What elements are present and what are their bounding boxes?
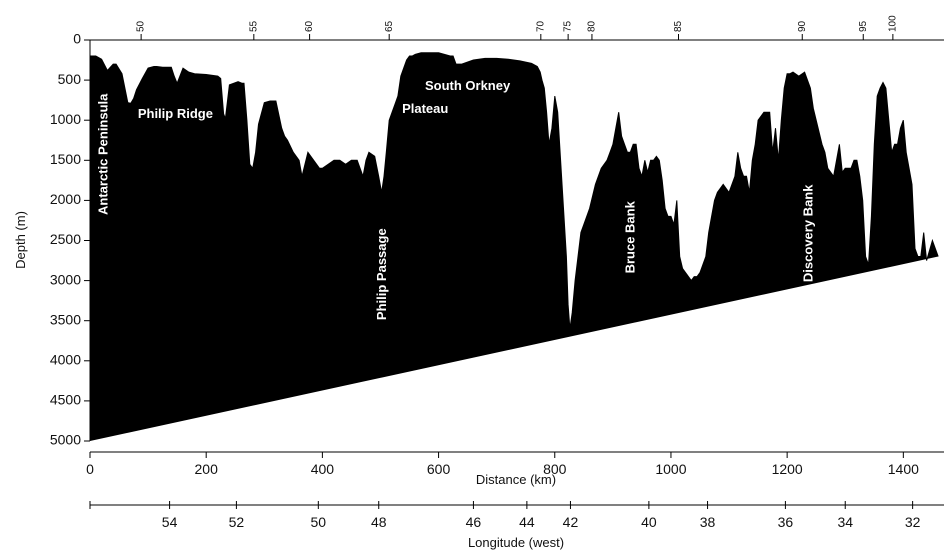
distance-tick-label: 1200 bbox=[772, 461, 803, 477]
depth-tick-label: 5000 bbox=[50, 432, 81, 448]
station-tick-label: 70 bbox=[535, 20, 546, 32]
station-tick-label: 55 bbox=[248, 20, 259, 32]
longitude-tick-label: 52 bbox=[229, 514, 245, 530]
depth-tick-label: 3000 bbox=[50, 271, 81, 287]
depth-tick-label: 4500 bbox=[50, 392, 81, 408]
distance-tick-label: 1400 bbox=[888, 461, 919, 477]
y-axis-label: Depth (m) bbox=[13, 211, 28, 269]
feature-label: Plateau bbox=[402, 101, 448, 116]
depth-tick-label: 2000 bbox=[50, 191, 81, 207]
feature-label: Orkney bbox=[550, 344, 565, 390]
depth-tick-label: 3500 bbox=[50, 311, 81, 327]
station-tick-label: 60 bbox=[304, 20, 315, 32]
station-tick-label: 50 bbox=[136, 20, 147, 32]
depth-profile-area bbox=[89, 52, 939, 441]
feature-label: Philip Passage bbox=[374, 228, 389, 320]
distance-axis: 0 200 400 600 800 1000 1200 1400 bbox=[86, 451, 944, 477]
feature-label: Antarctic Peninsula bbox=[95, 93, 110, 215]
longitude-tick-label: 38 bbox=[700, 514, 716, 530]
longitude-tick-label: 50 bbox=[311, 514, 327, 530]
longitude-tick-label: 54 bbox=[162, 514, 178, 530]
feature-label: Discovery Passage bbox=[863, 299, 878, 418]
feature-label: Passage bbox=[569, 341, 584, 394]
longitude-tick-label: 32 bbox=[905, 514, 921, 530]
feature-annotations: Antarctic Peninsula Philip Ridge South Ork… bbox=[95, 78, 878, 433]
distance-tick-label: 0 bbox=[86, 461, 94, 477]
feature-label: South Orkney bbox=[425, 78, 511, 93]
station-tick-label: 75 bbox=[563, 20, 574, 32]
longitude-axis: 54 52 50 48 46 44 42 40 38 36 34 32 bbox=[89, 501, 944, 530]
longitude-tick-label: 36 bbox=[778, 514, 794, 530]
station-tick-label: 95 bbox=[858, 20, 869, 32]
longitude-tick-label: 40 bbox=[641, 514, 657, 530]
depth-tick-label: 0 bbox=[73, 31, 81, 47]
distance-tick-label: 600 bbox=[427, 461, 451, 477]
depth-tick-label: 4000 bbox=[50, 352, 81, 368]
distance-tick-label: 400 bbox=[311, 461, 335, 477]
x-axis-label: Distance (km) bbox=[476, 472, 556, 487]
longitude-tick-label: 44 bbox=[519, 514, 535, 530]
feature-label: Bruce Bank bbox=[622, 200, 637, 273]
depth-axis: 0 500 1000 1500 2000 2500 3000 3500 4000 4500 5000 bbox=[50, 31, 91, 448]
station-tick-label: 80 bbox=[587, 20, 598, 32]
depth-tick-label: 500 bbox=[58, 71, 82, 87]
longitude-tick-label: 34 bbox=[837, 514, 853, 530]
station-tick-label: 100 bbox=[888, 15, 899, 32]
distance-tick-label: 1000 bbox=[655, 461, 686, 477]
longitude-tick-label: 48 bbox=[371, 514, 387, 530]
distance-tick-label: 800 bbox=[543, 461, 567, 477]
feature-label: Discovery Bank bbox=[801, 184, 816, 282]
longitude-tick-label: 46 bbox=[466, 514, 482, 530]
feature-label: Philip Ridge bbox=[138, 106, 213, 121]
station-tick-label: 90 bbox=[797, 20, 808, 32]
longitude-axis-label: Longitude (west) bbox=[468, 535, 564, 550]
station-tick-label: 85 bbox=[673, 20, 684, 32]
station-tick-label: 65 bbox=[384, 20, 395, 32]
longitude-tick-label: 42 bbox=[563, 514, 579, 530]
distance-tick-label: 200 bbox=[195, 461, 219, 477]
depth-profile bbox=[89, 52, 939, 441]
depth-tick-label: 1000 bbox=[50, 111, 81, 127]
feature-label: Bruce Passage bbox=[689, 340, 704, 433]
depth-tick-label: 2500 bbox=[50, 231, 81, 247]
station-axis: 50 55 60 65 70 75 80 85 90 95 100 bbox=[90, 15, 944, 41]
depth-tick-label: 1500 bbox=[50, 151, 81, 167]
